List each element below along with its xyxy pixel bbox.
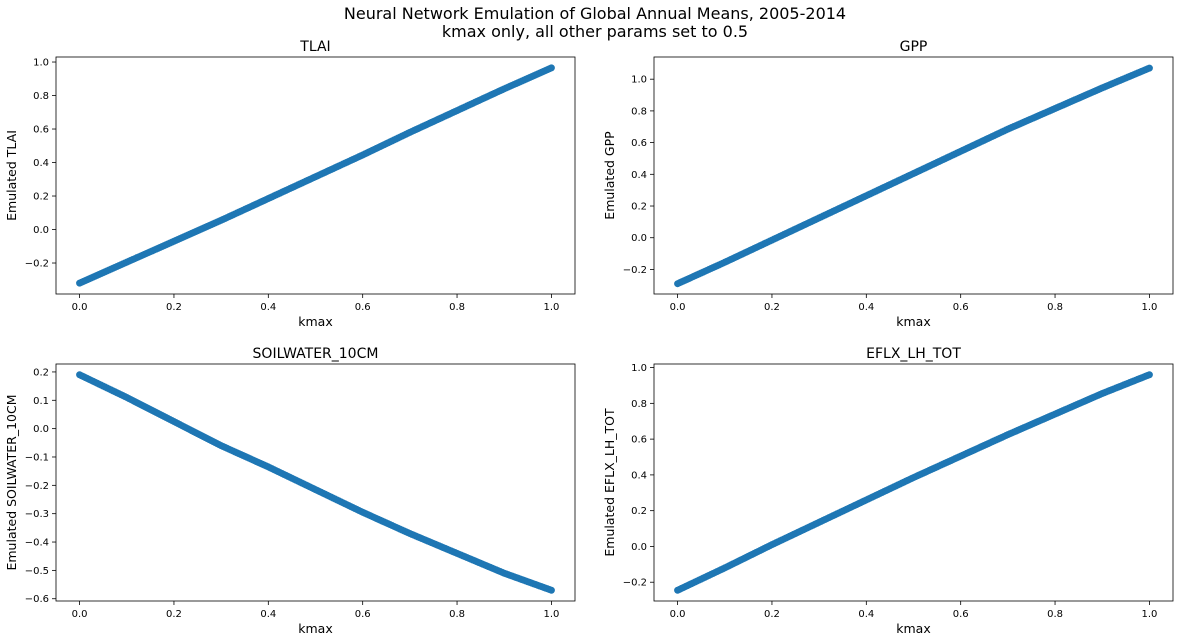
y-tick-label: 0.8 [33,91,49,102]
x-tick-label: 0.8 [449,609,465,620]
y-tick-label: −0.1 [25,452,49,463]
x-tick-label: 0.6 [355,609,371,620]
y-tick-label: 0.4 [631,470,647,481]
x-tick-label: 1.0 [1141,302,1157,313]
x-tick-label: 1.0 [543,609,559,620]
x-tick-label: 0.0 [72,302,88,313]
subplot-title: GPP [900,39,928,55]
x-axis-label: kmax [896,314,930,329]
y-tick-label: 0.6 [33,125,49,136]
data-point [1145,64,1153,72]
x-tick-label: 0.4 [858,609,874,620]
x-axis-label: kmax [896,621,930,636]
series-points [76,371,555,594]
x-axis-label: kmax [298,314,332,329]
y-tick-label: −0.5 [25,566,49,577]
y-tick-label: 0.0 [631,542,647,553]
y-tick-label: 0.0 [33,424,49,435]
y-tick-label: 0.4 [33,158,49,169]
subplot-title: EFLX_LH_TOT [866,346,961,362]
y-tick-label: −0.4 [25,538,49,549]
data-point [547,64,555,72]
x-tick-label: 0.8 [1047,609,1063,620]
y-tick-label: −0.2 [25,259,49,270]
x-tick-label: 0.6 [953,302,969,313]
axes-frame [55,56,576,295]
subplot-title: SOILWATER_10CM [253,346,379,362]
figure-title: Neural Network Emulation of Global Annua… [344,4,846,23]
x-tick-label: 0.2 [166,302,182,313]
x-tick-label: 1.0 [1141,609,1157,620]
y-tick-label: 1.0 [33,58,49,69]
axes-frame [55,363,576,602]
figure-subtitle: kmax only, all other params set to 0.5 [442,22,748,41]
x-tick-label: 0.6 [953,609,969,620]
axes-frame [653,56,1174,295]
x-tick-label: 0.0 [670,609,686,620]
y-tick-label: −0.3 [25,509,49,520]
series-points [674,64,1153,288]
subplots: TLAI 0.0 0.2 0.4 0.6 0.8 1.0 −0.2 0.0 0.2 0.4 0.6 0.… [4,39,1174,636]
axes-frame [653,363,1174,602]
x-tick-label: 0.2 [764,609,780,620]
y-tick-label: −0.6 [25,594,49,605]
subplot-1: TLAI 0.0 0.2 0.4 0.6 0.8 1.0 −0.2 0.0 0.2 0.4 0.6 0.… [4,39,576,329]
y-tick-label: 0.6 [631,138,647,149]
subplot-3: SOILWATER_10CM 0.0 0.2 0.4 0.6 0.8 1.0 −0.6 −0.5… [4,346,576,636]
y-axis-label: Emulated EFLX_LH_TOT [602,408,617,557]
x-tick-label: 0.8 [1047,302,1063,313]
y-axis-label: Emulated GPP [602,131,617,220]
series-points [674,371,1153,594]
x-tick-label: 0.0 [670,302,686,313]
x-tick-label: 0.4 [260,302,276,313]
y-tick-label: 0.8 [631,106,647,117]
x-tick-label: 0.0 [72,609,88,620]
data-point [1145,371,1153,379]
y-tick-label: 0.6 [631,435,647,446]
y-tick-label: 0.1 [33,396,49,407]
x-axis-label: kmax [298,621,332,636]
x-tick-label: 0.4 [260,609,276,620]
subplot-2: GPP 0.0 0.2 0.4 0.6 0.8 1.0 −0.2 0.0 0.2 0.4 0.6 0.8… [602,39,1174,329]
subplot-4: EFLX_LH_TOT 0.0 0.2 0.4 0.6 0.8 1.0 −0.2 0.0 0.2 0… [602,346,1174,636]
y-tick-label: −0.2 [623,578,647,589]
y-tick-label: 0.0 [631,233,647,244]
y-tick-label: 1.0 [631,75,647,86]
y-axis-label: Emulated SOILWATER_10CM [4,394,19,570]
y-tick-label: 0.2 [33,367,49,378]
x-tick-label: 0.2 [764,302,780,313]
x-tick-label: 0.2 [166,609,182,620]
y-tick-label: 0.2 [631,506,647,517]
y-tick-label: −0.2 [25,481,49,492]
y-tick-label: 0.2 [33,192,49,203]
y-tick-label: 0.2 [631,202,647,213]
y-tick-label: −0.2 [623,265,647,276]
x-tick-label: 0.4 [858,302,874,313]
y-axis-label: Emulated TLAI [4,130,19,221]
subplot-title: TLAI [299,39,330,55]
data-point [547,586,555,594]
y-tick-label: 0.8 [631,399,647,410]
series-points [76,64,555,287]
x-tick-label: 1.0 [543,302,559,313]
y-tick-label: 1.0 [631,363,647,374]
x-tick-label: 0.8 [449,302,465,313]
y-tick-label: 0.4 [631,170,647,181]
x-tick-label: 0.6 [355,302,371,313]
y-tick-label: 0.0 [33,225,49,236]
